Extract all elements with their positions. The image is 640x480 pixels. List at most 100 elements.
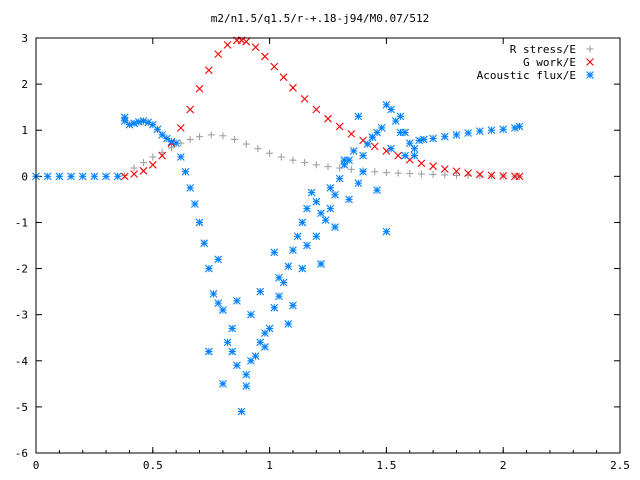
data-point <box>158 151 167 160</box>
data-point <box>441 171 449 179</box>
data-point <box>415 136 423 145</box>
data-point <box>475 170 484 179</box>
data-point <box>345 195 353 204</box>
data-point <box>43 172 52 181</box>
x-tick-label: 1.5 <box>376 459 396 472</box>
data-point <box>270 62 279 71</box>
data-point <box>162 134 171 143</box>
data-point <box>247 310 255 319</box>
data-point <box>326 204 335 213</box>
data-point <box>419 135 428 144</box>
data-point <box>223 41 232 49</box>
x-tick-label: 1 <box>266 459 273 472</box>
data-point <box>207 131 215 139</box>
y-tick-label: 1 <box>21 124 28 137</box>
data-point <box>233 296 241 305</box>
data-point <box>464 169 473 177</box>
data-point <box>279 73 288 82</box>
data-point <box>78 172 87 181</box>
data-point <box>266 149 274 157</box>
data-point <box>363 140 372 148</box>
data-point <box>510 124 519 132</box>
data-point <box>289 246 297 255</box>
data-point <box>373 186 381 195</box>
data-point <box>228 347 237 356</box>
data-point <box>130 119 139 128</box>
data-point <box>300 94 309 103</box>
data-point <box>176 124 185 132</box>
data-point <box>317 260 325 268</box>
data-point <box>139 159 147 166</box>
data-point <box>336 164 344 172</box>
data-point <box>370 142 379 151</box>
data-point <box>487 126 496 135</box>
data-point <box>214 299 223 308</box>
legend-label: Acoustic flux/E <box>477 69 576 82</box>
data-point <box>130 170 139 178</box>
data-point <box>228 324 237 333</box>
data-point <box>335 174 344 183</box>
data-point <box>452 171 460 179</box>
plot-area <box>32 36 524 416</box>
data-point <box>406 170 414 178</box>
data-point <box>347 130 356 138</box>
data-point <box>331 190 339 199</box>
data-point <box>158 148 166 156</box>
data-point <box>312 197 321 206</box>
data-point <box>204 264 213 273</box>
chart-title: m2/n1.5/q1.5/r-+.18-j94/M0.07/512 <box>211 12 430 25</box>
data-point <box>158 130 167 139</box>
data-point <box>270 303 279 312</box>
data-point <box>214 50 223 59</box>
data-point <box>487 171 496 180</box>
data-point <box>303 241 311 250</box>
data-point <box>452 167 461 176</box>
data-point <box>265 324 274 333</box>
x-tick-label: 2 <box>500 459 507 472</box>
data-point <box>121 171 129 179</box>
data-point <box>410 151 419 160</box>
data-point <box>499 125 508 134</box>
data-point <box>289 301 297 310</box>
data-point <box>293 232 302 241</box>
data-point <box>242 382 251 391</box>
data-point <box>218 379 227 388</box>
data-point <box>312 161 320 169</box>
data-point <box>396 128 405 137</box>
data-point <box>251 352 260 361</box>
data-point <box>242 37 251 46</box>
data-point <box>394 169 402 177</box>
data-point <box>354 179 363 188</box>
y-tick-label: -4 <box>15 355 29 368</box>
data-point <box>196 133 204 141</box>
y-tick-label: -6 <box>15 447 28 460</box>
data-point <box>134 118 143 126</box>
data-point <box>113 172 122 181</box>
data-point <box>394 151 402 160</box>
legend-label: R stress/E <box>510 43 576 56</box>
data-point <box>120 117 129 125</box>
data-point <box>429 170 437 178</box>
data-point <box>195 84 204 93</box>
y-tick-label: -2 <box>15 263 28 276</box>
data-point <box>410 144 419 153</box>
data-point <box>102 172 110 181</box>
data-point <box>340 156 349 165</box>
data-point <box>335 122 344 131</box>
data-point <box>324 114 332 123</box>
data-point <box>55 172 64 181</box>
data-point <box>67 172 75 181</box>
data-point <box>247 356 255 365</box>
data-point <box>231 135 239 143</box>
data-point <box>382 169 390 177</box>
data-point <box>181 167 190 176</box>
data-point <box>261 343 269 351</box>
data-point <box>275 292 283 301</box>
data-point <box>237 407 246 416</box>
data-point <box>233 361 241 370</box>
data-point <box>417 159 426 168</box>
data-point <box>440 132 449 141</box>
data-point <box>368 133 377 142</box>
data-point <box>223 338 232 347</box>
data-point <box>120 113 129 122</box>
